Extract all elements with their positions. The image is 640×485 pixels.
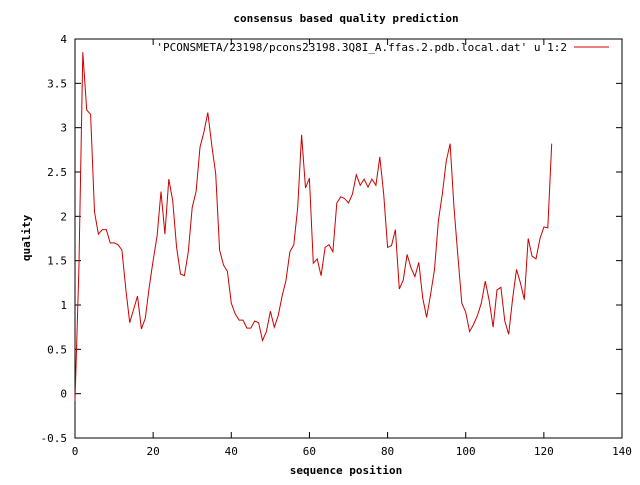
y-tick-label: 3	[60, 122, 67, 135]
chart-title: consensus based quality prediction	[233, 12, 458, 25]
y-tick-label: 1	[60, 299, 67, 312]
y-tick-label: 4	[60, 33, 67, 46]
series-line	[74, 52, 553, 401]
x-tick-label: 0	[72, 445, 79, 458]
y-tick-label: 2	[60, 210, 67, 223]
y-tick-label: 0	[60, 388, 67, 401]
y-tick-label: -0.5	[41, 432, 68, 445]
x-tick-label: 100	[456, 445, 476, 458]
x-axis-label: sequence position	[290, 464, 403, 477]
y-tick-label: 0.5	[47, 343, 67, 356]
plot-frame	[74, 38, 623, 439]
x-tick-label: 120	[534, 445, 554, 458]
legend: 'PCONSMETA/23198/pcons23198.3Q8I_A.ffas.…	[156, 41, 609, 54]
y-tick-label: 2.5	[47, 166, 67, 179]
series-layer	[74, 52, 553, 401]
ticks-layer: 0 20 40 60 80 100 120 140 -0.5 0 0.5 1 1.5 2 2.5 3 3.5 4	[41, 33, 632, 458]
y-tick-label: 1.5	[47, 255, 67, 268]
x-tick-label: 20	[147, 445, 160, 458]
legend-label: 'PCONSMETA/23198/pcons23198.3Q8I_A.ffas.…	[156, 41, 567, 54]
y-tick-label: 3.5	[47, 77, 67, 90]
x-tick-label: 40	[225, 445, 238, 458]
x-tick-label: 80	[381, 445, 394, 458]
y-axis-label: quality	[20, 214, 33, 261]
x-tick-label: 140	[612, 445, 632, 458]
x-tick-label: 60	[303, 445, 316, 458]
